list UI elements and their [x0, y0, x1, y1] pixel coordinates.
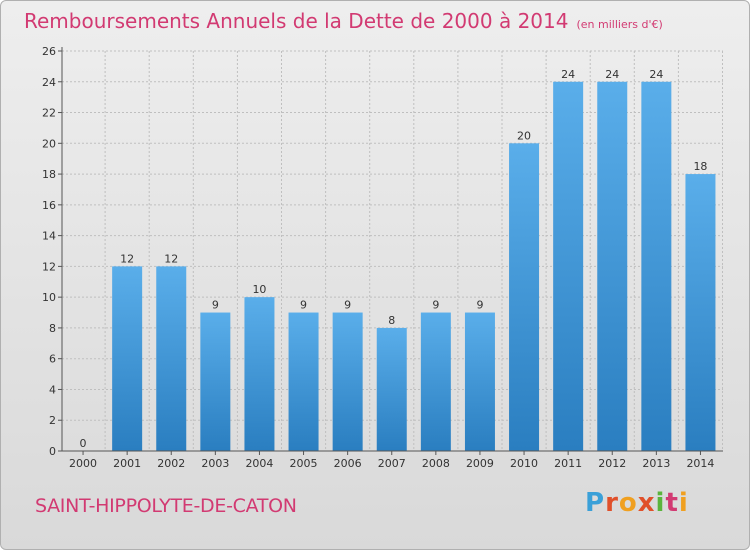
x-tick-label: 2013	[642, 457, 670, 470]
logo-letter: i	[655, 488, 666, 518]
logo-letter: i	[678, 488, 689, 518]
x-tick-label: 2002	[157, 457, 185, 470]
data-label: 0	[80, 437, 87, 450]
bar	[376, 327, 407, 451]
bar	[332, 312, 363, 451]
x-tick-label: 2001	[113, 457, 141, 470]
chart-title-text: Remboursements Annuels de la Dette de 20…	[24, 9, 569, 33]
logo-letter: x	[637, 488, 656, 518]
x-tick-label: 2007	[378, 457, 406, 470]
data-label: 24	[649, 68, 663, 81]
bar	[553, 81, 584, 452]
data-label: 12	[120, 252, 134, 265]
bar	[200, 312, 231, 451]
bar	[420, 312, 451, 451]
bar	[641, 81, 672, 452]
bar	[464, 312, 495, 451]
y-tick-label: 26	[42, 45, 56, 58]
y-tick-label: 18	[42, 168, 56, 181]
data-label: 9	[300, 299, 307, 312]
logo-letter: P	[585, 488, 606, 518]
bars	[112, 81, 716, 452]
y-tick-label: 22	[42, 107, 56, 120]
bar	[156, 266, 187, 451]
logo-letter: t	[665, 488, 679, 518]
x-tick-label: 2005	[290, 457, 318, 470]
x-tick-label: 2009	[466, 457, 494, 470]
data-label: 10	[252, 283, 266, 296]
y-tick-label: 20	[42, 137, 56, 150]
x-tick-label: 2011	[554, 457, 582, 470]
y-tick-label: 4	[49, 383, 56, 396]
data-label: 12	[164, 252, 178, 265]
data-label: 9	[476, 299, 483, 312]
bar	[112, 266, 143, 451]
x-tick-label: 2010	[510, 457, 538, 470]
y-tick-label: 16	[42, 199, 56, 212]
y-tick-label: 14	[42, 230, 56, 243]
axes	[58, 47, 723, 455]
logo-letter: o	[618, 488, 638, 518]
x-tick-label: 2012	[598, 457, 626, 470]
x-tick-label: 2006	[334, 457, 362, 470]
labels: 0246810121416182022242602000122001122002…	[42, 45, 714, 470]
y-tick-label: 6	[49, 353, 56, 366]
data-label: 18	[693, 160, 707, 173]
logo-letter: r	[605, 488, 619, 518]
data-label: 24	[561, 68, 575, 81]
data-label: 9	[432, 299, 439, 312]
chart-subtitle: (en milliers d'€)	[576, 18, 663, 31]
y-tick-label: 2	[49, 414, 56, 427]
y-tick-label: 8	[49, 322, 56, 335]
x-tick-label: 2000	[69, 457, 97, 470]
data-label: 9	[212, 299, 219, 312]
y-tick-label: 0	[49, 445, 56, 458]
proxiti-logo: Proxiti	[585, 488, 689, 518]
x-tick-label: 2004	[245, 457, 273, 470]
y-tick-label: 10	[42, 291, 56, 304]
bar	[244, 297, 275, 451]
data-label: 9	[344, 299, 351, 312]
data-label: 24	[605, 68, 619, 81]
data-label: 8	[388, 314, 395, 327]
x-tick-label: 2014	[686, 457, 714, 470]
y-tick-label: 24	[42, 76, 56, 89]
chart-title: Remboursements Annuels de la Dette de 20…	[24, 9, 663, 33]
x-tick-label: 2003	[201, 457, 229, 470]
y-tick-label: 12	[42, 260, 56, 273]
bar-chart: 0246810121416182022242602000122001122002…	[42, 45, 723, 470]
bar	[288, 312, 319, 451]
bar	[509, 143, 540, 452]
x-tick-label: 2008	[422, 457, 450, 470]
bar	[685, 174, 716, 452]
bar	[597, 81, 628, 452]
data-label: 20	[517, 129, 531, 142]
commune-name: SAINT-HIPPOLYTE-DE-CATON	[35, 495, 297, 517]
gridlines	[62, 50, 723, 452]
